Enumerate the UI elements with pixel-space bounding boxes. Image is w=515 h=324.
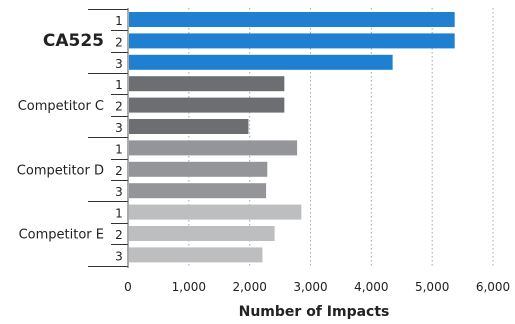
bar-ca525-2: [129, 33, 455, 49]
bar-competitor-e-2: [129, 226, 275, 241]
run-label: 2: [115, 35, 123, 49]
grid-lines: [188, 8, 494, 268]
group-label-competitor-d: Competitor D: [17, 163, 104, 178]
x-axis-title: Number of Impacts: [239, 304, 390, 320]
bar-competitor-d-2: [129, 161, 268, 177]
bar-competitor-e-3: [129, 247, 263, 263]
x-tick-label: 4,000: [354, 280, 388, 294]
category-labels: 1 2 3 CA525 1 2 3 Competitor C 1 2 3 Competitor D 1 2…: [17, 9, 128, 267]
run-label: 1: [115, 142, 123, 156]
run-label: 3: [115, 121, 123, 135]
bar-competitor-c-3: [129, 119, 249, 134]
run-label: 3: [115, 249, 123, 263]
x-tick-label: 2,000: [232, 280, 266, 294]
bar-competitor-d-3: [129, 183, 267, 199]
run-label: 1: [115, 207, 123, 221]
run-label: 1: [115, 78, 123, 92]
x-tick-label: 3,000: [293, 280, 327, 294]
bar-ca525-1: [129, 12, 455, 27]
bar-ca525-3: [129, 54, 393, 70]
x-tick-label: 1,000: [172, 280, 206, 294]
run-label: 2: [115, 228, 123, 242]
run-label: 2: [115, 100, 123, 114]
run-label: 2: [115, 164, 123, 178]
bar-competitor-e-1: [129, 204, 302, 220]
x-tick-label: 5,000: [415, 280, 449, 294]
bars: [129, 12, 455, 263]
run-label: 3: [115, 185, 123, 199]
group-label-competitor-e: Competitor E: [19, 228, 104, 243]
x-tick-label: 6,000: [476, 280, 510, 294]
bar-competitor-d-1: [129, 140, 298, 156]
bar-competitor-c-2: [129, 97, 285, 113]
group-label-ca525: CA525: [43, 31, 104, 51]
x-axis: 0 1,000 2,000 3,000 4,000 5,000 6,000: [124, 8, 510, 294]
x-tick-label: 0: [124, 280, 132, 294]
group-label-competitor-c: Competitor C: [18, 99, 104, 114]
run-label: 3: [115, 57, 123, 71]
bar-competitor-c-1: [129, 76, 285, 92]
run-label: 1: [115, 14, 123, 28]
